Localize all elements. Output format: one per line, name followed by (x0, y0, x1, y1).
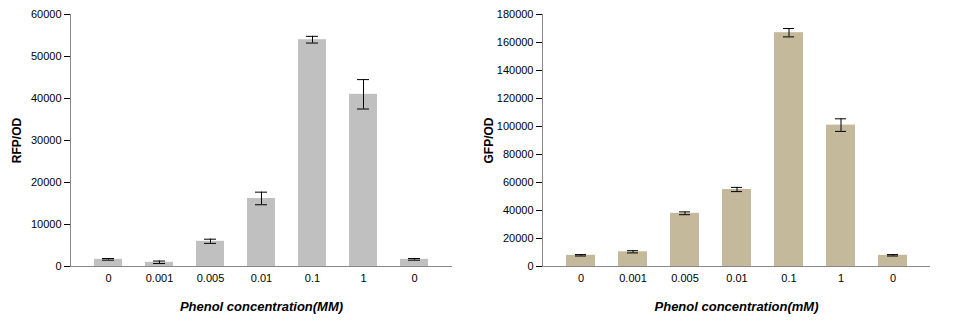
svg-text:140000: 140000 (497, 64, 534, 76)
svg-text:60000: 60000 (503, 176, 534, 188)
svg-text:10000: 10000 (31, 218, 62, 230)
svg-text:30000: 30000 (31, 134, 62, 146)
svg-text:0: 0 (890, 272, 896, 284)
svg-text:Phenol concentration(mM): Phenol concentration(mM) (655, 299, 819, 314)
svg-text:20000: 20000 (31, 176, 62, 188)
svg-text:40000: 40000 (503, 204, 534, 216)
svg-text:Phenol concentration(MM): Phenol concentration(MM) (180, 299, 343, 314)
svg-text:0: 0 (411, 272, 417, 284)
svg-text:0: 0 (578, 272, 584, 284)
svg-text:80000: 80000 (503, 148, 534, 160)
svg-text:0: 0 (527, 260, 533, 272)
svg-text:50000: 50000 (31, 50, 62, 62)
svg-text:0.001: 0.001 (146, 272, 174, 284)
svg-text:0: 0 (105, 272, 111, 284)
svg-text:40000: 40000 (31, 92, 62, 104)
svg-text:GFP/OD: GFP/OD (482, 117, 496, 163)
svg-text:0.01: 0.01 (251, 272, 272, 284)
svg-text:180000: 180000 (497, 8, 534, 20)
svg-text:RFP/OD: RFP/OD (10, 118, 24, 164)
svg-text:120000: 120000 (497, 92, 534, 104)
svg-text:0.01: 0.01 (726, 272, 747, 284)
svg-text:0.001: 0.001 (619, 272, 647, 284)
svg-text:60000: 60000 (31, 8, 62, 20)
svg-text:0.005: 0.005 (671, 272, 699, 284)
svg-text:160000: 160000 (497, 36, 534, 48)
svg-text:100000: 100000 (497, 120, 534, 132)
svg-text:0.005: 0.005 (197, 272, 225, 284)
svg-text:1: 1 (360, 272, 366, 284)
svg-text:1: 1 (838, 272, 844, 284)
svg-text:0.1: 0.1 (305, 272, 320, 284)
svg-text:0.1: 0.1 (781, 272, 796, 284)
svg-text:20000: 20000 (503, 232, 534, 244)
svg-text:0: 0 (55, 260, 61, 272)
